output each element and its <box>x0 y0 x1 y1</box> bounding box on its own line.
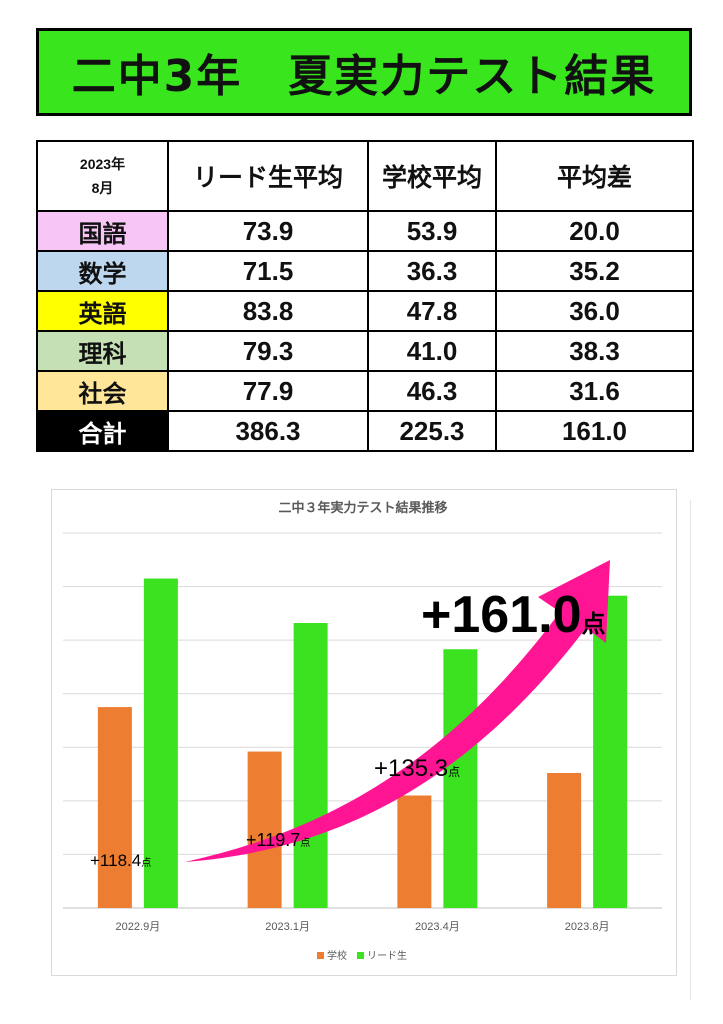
school-avg-cell: 47.8 <box>367 290 497 332</box>
header-diff: 平均差 <box>495 140 694 212</box>
lead-avg-cell: 73.9 <box>167 210 369 252</box>
header-school-avg: 学校平均 <box>367 140 497 212</box>
subject-cell: 理科 <box>36 330 169 372</box>
bar-school <box>547 773 582 908</box>
diff-cell: 20.0 <box>495 210 694 252</box>
x-tick-label: 2023.4月 <box>415 921 460 933</box>
growth-arrow <box>185 560 610 862</box>
difference-annotation: +135.3点 <box>374 755 460 782</box>
diff-cell: 36.0 <box>495 290 694 332</box>
difference-annotation: +118.4点 <box>90 851 151 870</box>
subject-cell: 数学 <box>36 250 169 292</box>
table-row: 理科 79.3 41.0 38.3 <box>36 330 694 372</box>
x-tick-labels: 2022.9月 2023.1月 2023.4月 2023.8月 <box>116 921 610 933</box>
table-row: 英語 83.8 47.8 36.0 <box>36 290 694 332</box>
bar-school <box>397 795 432 908</box>
table-row: 社会 77.9 46.3 31.6 <box>36 370 694 412</box>
x-tick-label: 2022.9月 <box>116 921 161 933</box>
school-avg-cell: 41.0 <box>367 330 497 372</box>
bar-lead <box>593 595 628 908</box>
difference-annotation: +161.0点 <box>421 586 606 644</box>
school-avg-cell: 53.9 <box>367 210 497 252</box>
legend: 学校 リード生 <box>317 949 407 962</box>
subject-cell: 社会 <box>36 370 169 412</box>
x-tick-label: 2023.1月 <box>265 921 310 933</box>
date-year: 2023年 <box>79 156 126 172</box>
total-label-cell: 合計 <box>36 410 169 452</box>
legend-swatch <box>317 952 324 959</box>
title-banner: 二中3年 夏実力テスト結果 <box>36 28 692 116</box>
lead-avg-cell: 77.9 <box>167 370 369 412</box>
legend-swatch <box>357 952 364 959</box>
date-cell: 2023年 8月 <box>36 140 169 212</box>
subject-cell: 英語 <box>36 290 169 332</box>
header-lead-avg: リード生平均 <box>167 140 369 212</box>
legend-label: リード生 <box>367 949 407 962</box>
banner-title: 二中3年 夏実力テスト結果 <box>71 51 657 102</box>
divider-line <box>690 500 691 1000</box>
table-header-row: 2023年 8月 リード生平均 学校平均 平均差 <box>36 140 694 212</box>
difference-annotation: +119.7点 <box>246 830 310 850</box>
legend-label: 学校 <box>327 949 347 962</box>
table-row: 数学 71.5 36.3 35.2 <box>36 250 694 292</box>
diff-cell: 38.3 <box>495 330 694 372</box>
school-avg-cell: 46.3 <box>367 370 497 412</box>
school-avg-cell: 36.3 <box>367 250 497 292</box>
bar-school <box>247 751 282 908</box>
diff-cell: 31.6 <box>495 370 694 412</box>
table-row: 国語 73.9 53.9 20.0 <box>36 210 694 252</box>
chart-title: 二中３年実力テスト結果推移 <box>278 500 447 515</box>
annotations: +118.4点 +119.7点 +135.3点 +161.0点 <box>90 586 606 870</box>
lead-avg-cell: 71.5 <box>167 250 369 292</box>
bar-lead <box>293 623 328 908</box>
bar-lead <box>143 578 178 908</box>
score-table: 2023年 8月 リード生平均 学校平均 平均差 国語 73.9 53.9 20… <box>36 140 694 452</box>
total-lead-cell: 386.3 <box>167 410 369 452</box>
bar-lead <box>443 649 478 908</box>
subject-cell: 国語 <box>36 210 169 252</box>
total-row: 合計 386.3 225.3 161.0 <box>36 410 694 452</box>
lead-avg-cell: 79.3 <box>167 330 369 372</box>
lead-avg-cell: 83.8 <box>167 290 369 332</box>
date-month: 8月 <box>91 180 114 196</box>
bar-school <box>97 707 132 908</box>
bars <box>97 578 628 908</box>
total-diff-cell: 161.0 <box>495 410 694 452</box>
total-school-cell: 225.3 <box>367 410 497 452</box>
diff-cell: 35.2 <box>495 250 694 292</box>
x-tick-label: 2023.8月 <box>565 921 610 933</box>
